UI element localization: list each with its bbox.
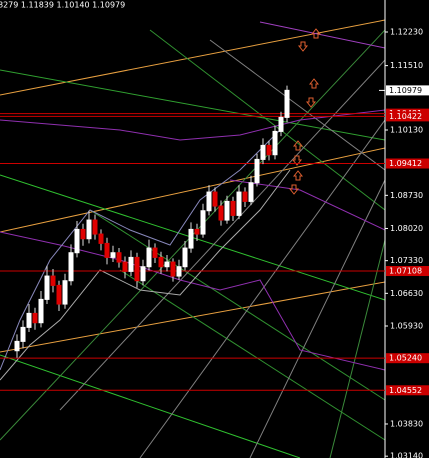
trend-line xyxy=(0,147,386,233)
candle-body xyxy=(230,200,236,216)
arrow-down xyxy=(291,155,303,166)
level-label: 1.04552 xyxy=(389,386,422,395)
trend-line xyxy=(0,69,386,141)
candle-body xyxy=(44,275,50,300)
level-label-bg xyxy=(386,385,429,396)
trend-line xyxy=(119,269,386,441)
candle-body xyxy=(98,233,104,244)
candle-body xyxy=(206,191,212,212)
candle-body xyxy=(278,116,284,132)
candle-body xyxy=(122,261,128,272)
candle-body xyxy=(116,252,122,263)
arrow-up xyxy=(310,28,322,39)
band-line xyxy=(0,231,386,371)
arrow-down xyxy=(305,97,317,108)
trend-line xyxy=(149,29,386,211)
last-price-label: 1.10979 xyxy=(389,86,422,95)
trend-line xyxy=(0,354,301,458)
trend-line xyxy=(59,59,386,411)
candle-body xyxy=(260,144,266,160)
candle-body xyxy=(194,228,200,235)
candle-body xyxy=(266,144,272,156)
candle-body xyxy=(110,252,116,258)
candle-body xyxy=(62,280,68,305)
y-tick-label: 1.07330 xyxy=(390,256,423,265)
candle-body xyxy=(128,256,134,272)
candle-body xyxy=(32,312,38,324)
candle-body xyxy=(176,266,182,277)
band-line xyxy=(0,169,291,381)
candle-body xyxy=(104,242,110,258)
candle-body xyxy=(74,228,80,254)
candle-body xyxy=(188,228,194,249)
candle-body xyxy=(224,200,230,221)
trend-line xyxy=(0,19,386,96)
last-price-bg xyxy=(386,85,429,96)
candle-body xyxy=(158,256,164,268)
trend-line xyxy=(249,179,386,458)
y-tick-label: 1.06630 xyxy=(390,289,423,298)
candle-body xyxy=(56,284,62,305)
candle-body xyxy=(272,130,278,156)
header-text: 8279 1.11839 1.10140 1.10979 xyxy=(0,1,125,10)
candle-body xyxy=(68,252,74,282)
arrow-down xyxy=(288,184,300,195)
trend-line xyxy=(89,209,386,401)
y-tick-label: 1.03140 xyxy=(390,452,423,458)
candle-body xyxy=(140,266,146,282)
candle-body xyxy=(14,340,20,352)
level-label: 1.09412 xyxy=(389,159,422,168)
candle-body xyxy=(38,298,44,324)
y-tick-label: 1.05930 xyxy=(390,321,423,330)
candle-body xyxy=(248,182,254,202)
trend-line xyxy=(209,39,386,171)
arrow-up xyxy=(308,78,320,89)
y-tick-label: 1.03830 xyxy=(390,419,423,428)
level-label: 1.07108 xyxy=(389,267,422,276)
y-tick-label: 1.11510 xyxy=(390,61,423,70)
trend-line xyxy=(259,21,386,49)
candle-body xyxy=(80,228,86,240)
y-tick-label: 1.10130 xyxy=(390,126,423,135)
candle-body xyxy=(152,247,158,258)
level-label-bg xyxy=(386,111,429,122)
candle-body xyxy=(242,191,248,202)
candle-body xyxy=(212,191,218,207)
candle-body xyxy=(218,205,224,221)
candle-body xyxy=(26,312,32,328)
candle-body xyxy=(182,247,188,268)
y-tick-label: 1.12230 xyxy=(390,28,423,37)
level-label-bg xyxy=(386,266,429,277)
arrow-up xyxy=(292,170,304,181)
level-label: 1.10422 xyxy=(389,112,422,121)
candle-body xyxy=(86,219,92,240)
band-line xyxy=(0,129,281,371)
candle-body xyxy=(50,275,56,286)
candle-body xyxy=(134,256,140,282)
level-label: 1.05240 xyxy=(389,354,422,363)
level-label-bg xyxy=(386,158,429,169)
y-tick-label: 1.08020 xyxy=(390,224,423,233)
y-tick-label: 1.08730 xyxy=(390,191,423,200)
candle-body xyxy=(146,247,152,268)
band-line xyxy=(0,109,386,141)
candle-body xyxy=(284,89,290,118)
arrow-down xyxy=(297,41,309,52)
arrow-up xyxy=(292,140,304,151)
candle-body xyxy=(164,261,170,268)
fractal-arrows xyxy=(288,28,322,195)
candle-body xyxy=(170,261,176,277)
candle-body xyxy=(254,158,260,184)
level-label-bg xyxy=(386,353,429,364)
candle-body xyxy=(20,326,26,342)
candle-body xyxy=(200,210,206,235)
candle-body xyxy=(92,219,98,235)
candle-body xyxy=(236,191,242,216)
trend-line xyxy=(139,119,386,458)
trend-line xyxy=(329,239,386,458)
